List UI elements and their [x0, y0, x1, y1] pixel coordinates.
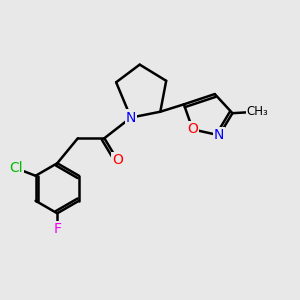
Text: F: F	[53, 222, 61, 236]
Text: O: O	[112, 153, 123, 167]
Text: N: N	[126, 111, 136, 124]
Text: Cl: Cl	[10, 161, 23, 176]
Text: CH₃: CH₃	[247, 105, 268, 118]
Text: N: N	[214, 128, 224, 142]
Text: O: O	[187, 122, 198, 136]
